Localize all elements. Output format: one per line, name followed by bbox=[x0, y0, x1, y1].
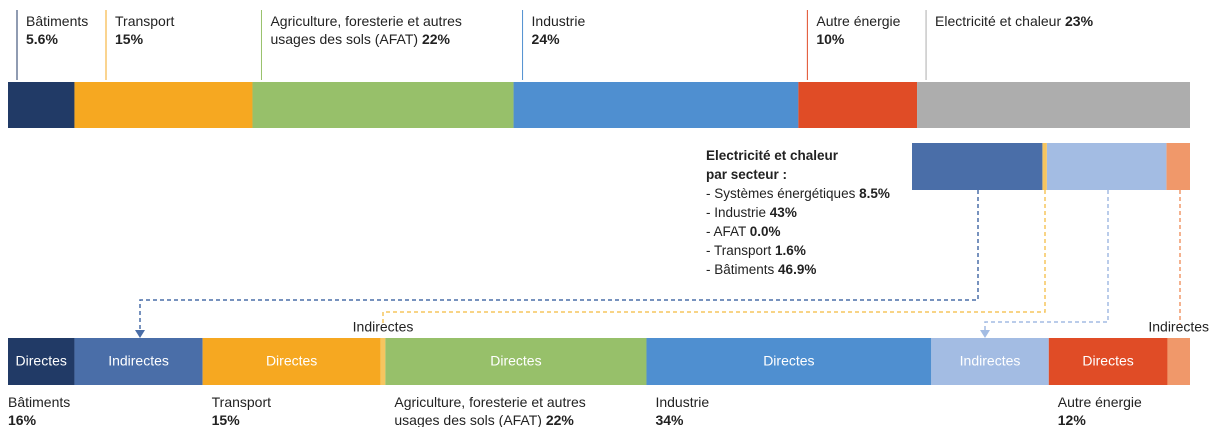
breakdown-segment bbox=[1046, 143, 1167, 190]
bar-segment bbox=[74, 338, 203, 385]
breakdown-item-value: 1.6% bbox=[775, 243, 806, 258]
breakdown-segment bbox=[1042, 143, 1047, 190]
breakdown-item: - AFAT 0.0% bbox=[706, 222, 890, 241]
bottom-label-value: 12% bbox=[1057, 412, 1086, 427]
bottom-label-value: 34% bbox=[655, 412, 684, 427]
breakdown-item-value: 46.9% bbox=[778, 262, 817, 277]
bottom-label-text: Transport bbox=[211, 394, 272, 410]
bottom-label-text: Industrie bbox=[655, 394, 710, 410]
segment-label: Directes bbox=[266, 353, 317, 369]
segment-label: Directes bbox=[763, 353, 814, 369]
top-label-value: 24% bbox=[531, 31, 560, 47]
arrow-head bbox=[980, 330, 990, 338]
bottom-label: Autre énergie 12% bbox=[1058, 393, 1214, 427]
bottom-label: Transport 15% bbox=[212, 393, 452, 427]
top-label: Agriculture, foresterie et autres usages… bbox=[270, 12, 510, 48]
breakdown-segment bbox=[912, 143, 1043, 190]
bottom-label-value: 16% bbox=[8, 412, 37, 427]
bottom-label: Industrie 34% bbox=[655, 393, 895, 427]
bar-segment bbox=[513, 82, 799, 128]
breakdown-item-label: - Bâtiments bbox=[706, 262, 775, 277]
segment-label: Indirectes bbox=[1148, 319, 1209, 335]
bar-segment bbox=[8, 338, 75, 385]
breakdown-item: - Industrie 43% bbox=[706, 203, 890, 222]
bar-segment bbox=[380, 338, 386, 385]
top-label-text: Bâtiments bbox=[26, 13, 89, 29]
breakdown-item-label: - AFAT bbox=[706, 224, 747, 239]
bar-segment bbox=[385, 338, 647, 385]
bar-segment bbox=[252, 82, 514, 128]
segment-label: Directes bbox=[1082, 353, 1133, 369]
bottom-label-text: Bâtiments bbox=[8, 394, 71, 410]
bottom-label-value: 15% bbox=[211, 412, 240, 427]
top-label-value: 5.6% bbox=[26, 31, 58, 47]
bottom-label: Bâtiments 16% bbox=[8, 393, 248, 427]
bottom-label-value: 22% bbox=[545, 412, 574, 427]
bar-segment bbox=[202, 338, 381, 385]
bar-segment bbox=[1167, 338, 1190, 385]
breakdown-item-label: - Systèmes énergétiques bbox=[706, 186, 856, 201]
top-label: Electricité et chaleur 23% bbox=[935, 12, 1175, 30]
breakdown-segment bbox=[1166, 143, 1190, 190]
bar-segment bbox=[931, 338, 1049, 385]
top-label-text: Industrie bbox=[531, 13, 586, 29]
top-label-text: Autre énergie bbox=[816, 13, 901, 29]
top-label-value: 23% bbox=[1065, 13, 1094, 29]
bar-segment bbox=[917, 82, 1190, 128]
breakdown-item-value: 8.5% bbox=[859, 186, 890, 201]
bottom-label-text: Agriculture, foresterie et autres usages… bbox=[394, 394, 586, 427]
top-label: Bâtiments 5.6% bbox=[26, 12, 266, 48]
top-label: Autre énergie 10% bbox=[816, 12, 1056, 48]
arrow-head bbox=[135, 330, 145, 338]
segment-label: Indirectes bbox=[353, 319, 414, 335]
bar-segment bbox=[74, 82, 253, 128]
connector bbox=[139, 190, 979, 332]
top-label: Transport 15% bbox=[115, 12, 355, 48]
bottom-label-text: Autre énergie bbox=[1057, 394, 1142, 410]
breakdown-item-label: - Transport bbox=[706, 243, 772, 258]
top-label-text: Transport bbox=[115, 13, 175, 29]
bar-segment bbox=[798, 82, 918, 128]
top-label-value: 22% bbox=[421, 31, 450, 47]
breakdown-item-value: 0.0% bbox=[749, 224, 781, 239]
breakdown-title: Electricité et chaleur bbox=[706, 148, 839, 163]
top-label-text: Electricité et chaleur bbox=[935, 13, 1062, 29]
bar-segment bbox=[8, 82, 75, 128]
segment-label: Directes bbox=[490, 353, 541, 369]
bottom-label: Agriculture, foresterie et autres usages… bbox=[394, 393, 634, 427]
breakdown-item: - Bâtiments 46.9% bbox=[706, 260, 890, 279]
connectors bbox=[139, 190, 1181, 332]
connector bbox=[984, 190, 1109, 332]
breakdown-text: Electricité et chaleur par secteur : - Sys… bbox=[706, 146, 890, 279]
bar-segment bbox=[1048, 338, 1168, 385]
top-label-value: 15% bbox=[115, 31, 144, 47]
breakdown-item-label: - Industrie bbox=[706, 205, 767, 220]
top-label-text: Agriculture, foresterie et autres usages… bbox=[270, 13, 462, 47]
segment-label: Indirectes bbox=[108, 353, 169, 369]
breakdown-item: - Transport 1.6% bbox=[706, 241, 890, 260]
segment-label: Indirectes bbox=[960, 353, 1021, 369]
breakdown-item: - Systèmes énergétiques 8.5% bbox=[706, 184, 890, 203]
bar-segment bbox=[646, 338, 932, 385]
top-label-value: 10% bbox=[816, 31, 845, 47]
segment-label: Directes bbox=[16, 353, 67, 369]
breakdown-item-value: 43% bbox=[769, 205, 797, 220]
breakdown-title: par secteur : bbox=[706, 167, 788, 182]
top-label: Industrie 24% bbox=[532, 12, 772, 48]
